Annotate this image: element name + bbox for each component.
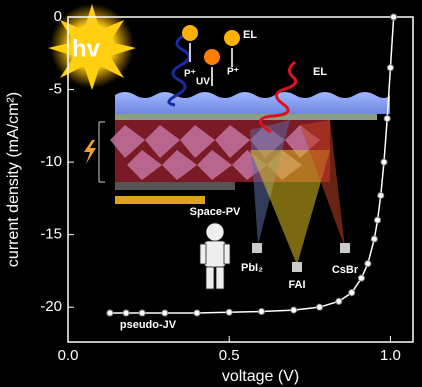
data-point: [257, 308, 265, 316]
data-point: [161, 309, 169, 317]
y-tick-label: -20: [40, 298, 62, 315]
data-point: [390, 13, 398, 21]
annotation: FAI: [288, 279, 305, 291]
x-tick-label: 0.0: [58, 347, 79, 364]
data-point: [335, 297, 343, 305]
x-tick-label: 0.5: [219, 347, 240, 364]
legend-entry: pseudo-JV: [120, 319, 177, 331]
data-point: [374, 216, 382, 224]
plot-frame: [67, 16, 414, 343]
annotation: EL: [243, 29, 257, 41]
annotation: PbI₂: [241, 262, 263, 274]
annotation: CsBr: [332, 264, 359, 276]
x-tick-label: 1.0: [380, 347, 401, 364]
data-point: [364, 260, 372, 268]
data-point: [348, 289, 356, 297]
data-point: [370, 235, 378, 243]
data-point: [225, 308, 233, 316]
data-point: [386, 64, 394, 72]
data-point: [290, 306, 298, 314]
annotation: Space-PV: [190, 206, 241, 218]
data-point: [106, 309, 114, 317]
data-point: [193, 309, 201, 317]
y-axis-label: current density (mA/cm²): [5, 92, 22, 267]
annotation: EL: [313, 66, 327, 78]
y-tick-label: 0: [54, 8, 62, 25]
data-point: [138, 309, 146, 317]
data-point: [315, 303, 323, 311]
annotation: P⁺: [184, 69, 196, 80]
annotation: UV: [196, 77, 210, 88]
data-point: [383, 115, 391, 123]
data-point: [122, 309, 130, 317]
data-point: [380, 158, 388, 166]
y-tick-label: -5: [49, 81, 62, 98]
annotation: P⁺: [227, 67, 239, 78]
annotation: hv: [72, 35, 101, 62]
y-tick-label: -10: [40, 153, 62, 170]
data-point: [357, 274, 365, 282]
x-axis-label: voltage (V): [222, 368, 299, 385]
plot: 0 -5 -10 -15 -20 0.0 0.5 1.0 voltage (V) current …: [5, 8, 414, 385]
illustration: [48, 4, 390, 290]
data-point: [377, 191, 385, 199]
y-tick-label: -15: [40, 226, 62, 243]
series-line: [109, 16, 395, 314]
